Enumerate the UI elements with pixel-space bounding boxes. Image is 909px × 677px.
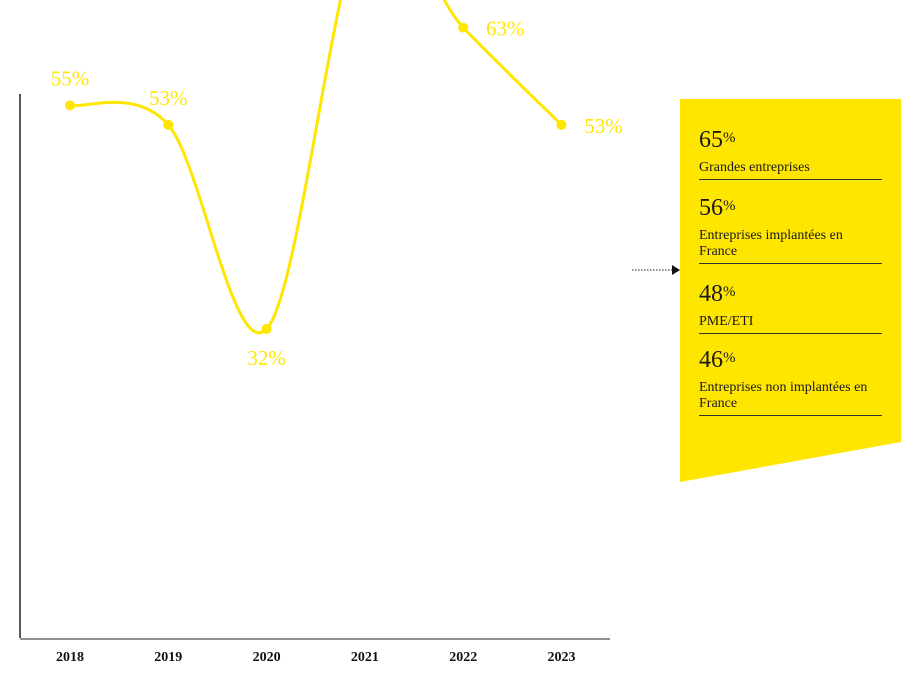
data-point	[163, 119, 174, 130]
data-label: 32%	[247, 346, 286, 370]
x-tick-label: 2021	[351, 650, 379, 665]
stat-entreprises-hors-france: 46% Entreprises non implantées en France	[699, 348, 882, 416]
series-line	[69, 0, 563, 335]
stat-label: Entreprises implantées en France	[699, 228, 843, 259]
x-tick-label: 2020	[253, 650, 281, 665]
stat-grandes-entreprises: 65% Grandes entreprises	[699, 128, 882, 180]
stat-value: 65	[699, 127, 723, 153]
data-point	[556, 119, 567, 130]
stat-entreprises-france: 56% Entreprises implantées en France	[699, 196, 882, 264]
data-point	[458, 22, 469, 33]
panel-background	[680, 99, 901, 482]
data-label: 55%	[51, 66, 90, 90]
data-point	[261, 323, 272, 334]
data-label: 53%	[584, 114, 623, 138]
data-label: 63%	[486, 17, 525, 41]
stat-label: Entreprises non implantées en France	[699, 380, 868, 411]
breakdown-panel: 65% Grandes entreprises 56% Entreprises …	[680, 99, 901, 482]
stat-pme-eti: 48% PME/ETI	[699, 282, 882, 334]
x-tick-label: 2023	[548, 650, 576, 665]
stat-unit: %	[723, 350, 736, 366]
x-tick-label: 2018	[56, 650, 84, 665]
x-tick-label: 2022	[449, 650, 477, 665]
stat-value: 56	[699, 195, 723, 221]
stat-unit: %	[723, 130, 736, 146]
stat-unit: %	[723, 198, 736, 214]
stat-value: 46	[699, 347, 723, 373]
data-label: 53%	[149, 86, 188, 110]
x-tick-label: 2019	[154, 650, 182, 665]
stat-label: Grandes entreprises	[699, 160, 810, 175]
stat-value: 48	[699, 281, 723, 307]
stat-unit: %	[723, 284, 736, 300]
stat-label: PME/ETI	[699, 314, 754, 329]
data-point	[65, 100, 75, 111]
arrow-icon	[632, 265, 680, 275]
